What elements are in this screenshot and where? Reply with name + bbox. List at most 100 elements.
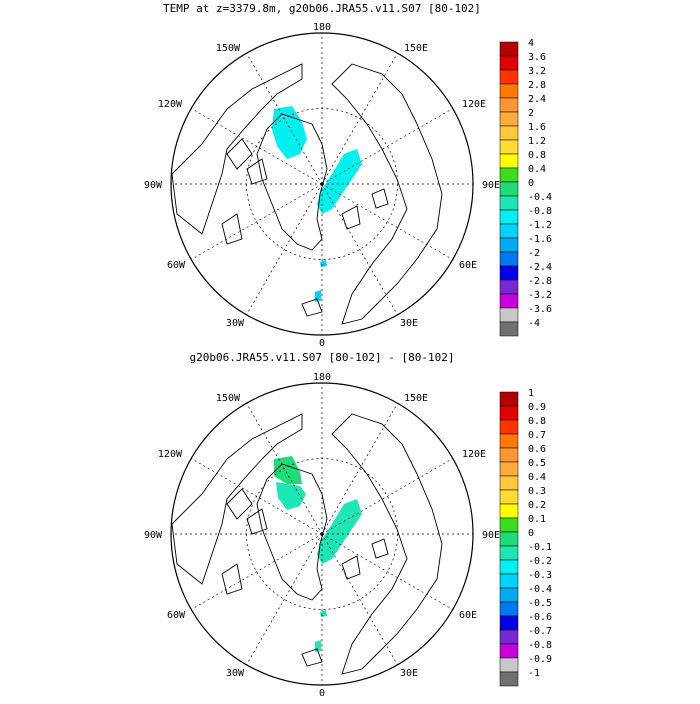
colorbar-swatch	[499, 517, 519, 533]
longitude-label: 150W	[216, 393, 241, 404]
longitude-label: 150W	[216, 43, 241, 54]
colorbar-label: -1	[528, 668, 540, 679]
colorbar-swatch	[499, 83, 519, 99]
coastline	[226, 488, 253, 520]
colorbar-swatch	[499, 643, 519, 659]
coastline	[301, 648, 323, 667]
colorbar-label: -2	[528, 248, 540, 259]
map-border	[170, 32, 474, 336]
colorbar-label: 0.8	[528, 416, 546, 427]
colorbar-swatch	[499, 573, 519, 589]
longitude-label: 30W	[226, 668, 245, 679]
colorbar-swatch	[499, 125, 519, 141]
longitude-label: 60W	[167, 260, 186, 271]
meridian	[191, 108, 323, 185]
colorbar-swatch	[499, 419, 519, 435]
longitude-label: 90W	[144, 180, 163, 191]
map-content	[171, 383, 473, 685]
colorbar-label: 0.9	[528, 402, 546, 413]
meridian	[191, 533, 323, 610]
colorbar-bottom: 1 0.9 0.8 0.7 0.6 0.5 0.4 0.3 0.2 0.1 0 -0.1 -0.2 -0.…	[499, 388, 552, 687]
colorbar-swatch	[499, 615, 519, 631]
longitude-label: 120E	[462, 99, 486, 110]
colorbar-label: 0.5	[528, 458, 546, 469]
colorbar-swatch	[499, 307, 519, 323]
meridian	[191, 458, 323, 535]
panel-top: TEMP at z=3379.8m, g20b06.JRA55.v11.S07 …	[144, 2, 552, 349]
colorbar-label: 3.6	[528, 52, 546, 63]
colorbar-label: 0.4	[528, 472, 546, 483]
colorbar-swatch	[499, 279, 519, 295]
colorbar-swatch	[499, 587, 519, 603]
colorbar-label: 0.8	[528, 150, 546, 161]
colorbar-label: -0.5	[528, 598, 552, 609]
colorbar-label: 2	[528, 108, 534, 119]
colorbar-swatch	[499, 489, 519, 505]
colorbar-label: -1.2	[528, 220, 552, 231]
colorbar-swatch	[499, 153, 519, 169]
panel-title-top: TEMP at z=3379.8m, g20b06.JRA55.v11.S07 …	[163, 2, 481, 15]
coastline	[221, 213, 243, 245]
longitude-label: 60E	[459, 610, 477, 621]
colorbar-swatch	[499, 167, 519, 183]
colorbar-swatch	[499, 223, 519, 239]
meridian	[321, 183, 398, 315]
colorbar-swatch	[499, 629, 519, 645]
coastline	[341, 555, 361, 580]
anomaly-region	[272, 106, 307, 159]
coastline	[246, 508, 268, 535]
longitude-label: 90W	[144, 530, 163, 541]
colorbar-swatch	[499, 601, 519, 617]
meridian	[321, 533, 398, 665]
colorbar-top: 4 3.6 3.2 2.8 2.4 2 1.6 1.2 0.8 0.4 0 -0.4 -0.8 -1.2 -…	[499, 38, 552, 337]
longitude-label: 30E	[400, 318, 418, 329]
colorbar-swatch	[499, 41, 519, 57]
colorbar-label: 2.8	[528, 80, 546, 91]
colorbar-label: -0.6	[528, 612, 552, 623]
longitude-label: 0	[319, 688, 325, 699]
meridian	[321, 108, 453, 185]
panel-title-bottom: g20b06.JRA55.v11.S07 [80-102] - [80-102]	[190, 351, 455, 364]
anomaly-region	[274, 456, 302, 484]
colorbar-swatch	[499, 237, 519, 253]
colorbar-label: -0.8	[528, 640, 552, 651]
anomaly-region	[320, 610, 327, 617]
colorbar-swatch	[499, 321, 519, 337]
meridian	[321, 183, 453, 260]
colorbar-swatch	[499, 195, 519, 211]
colorbar-label: 0	[528, 178, 534, 189]
colorbar-swatch	[499, 545, 519, 561]
colorbar-label: -3.6	[528, 304, 552, 315]
meridian	[191, 183, 323, 260]
colorbar-label: -4	[528, 318, 540, 329]
colorbar-swatch	[499, 251, 519, 267]
longitude-label: 60W	[167, 610, 186, 621]
colorbar-swatch	[499, 433, 519, 449]
colorbar-label: -0.4	[528, 192, 552, 203]
meridian	[246, 53, 323, 185]
longitude-label: 150E	[404, 43, 428, 54]
coastline	[171, 413, 303, 585]
coastline	[341, 205, 361, 230]
colorbar-label: -0.8	[528, 206, 552, 217]
colorbar-label: -3.2	[528, 290, 552, 301]
colorbar-swatch	[499, 447, 519, 463]
coastline	[256, 113, 328, 251]
anomaly-region	[276, 482, 306, 510]
panel-bottom: g20b06.JRA55.v11.S07 [80-102] - [80-102]…	[144, 351, 552, 699]
colorbar-swatch	[499, 139, 519, 155]
colorbar-swatch	[499, 293, 519, 309]
anomaly-region	[315, 640, 321, 652]
colorbar-swatch	[499, 265, 519, 281]
colorbar-swatch	[499, 111, 519, 127]
longitude-label: 0	[319, 338, 325, 349]
colorbar-label: 0.3	[528, 486, 546, 497]
longitude-label: 120E	[462, 449, 486, 460]
colorbar-label: 0.2	[528, 500, 546, 511]
coastline	[301, 298, 323, 317]
colorbar-swatch	[499, 181, 519, 197]
anomaly-region	[317, 499, 362, 564]
colorbar-label: -0.1	[528, 542, 552, 553]
colorbar-label: -0.9	[528, 654, 552, 665]
colorbar-label: 0.6	[528, 444, 546, 455]
